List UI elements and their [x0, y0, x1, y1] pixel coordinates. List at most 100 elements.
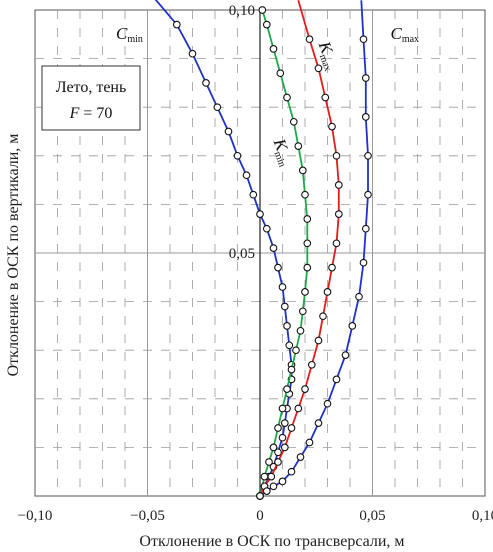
data-point-C_min	[262, 224, 271, 233]
curve-label-C_min: Cmin	[116, 24, 143, 45]
data-point-K_min	[303, 215, 312, 223]
curve-label-letter: C	[391, 24, 403, 43]
data-point-K_min	[301, 190, 309, 199]
data-point-K_max	[287, 424, 296, 432]
data-point-C_max	[305, 438, 314, 447]
data-point-C_max	[359, 258, 368, 267]
data-point-K_min	[278, 404, 287, 413]
data-point-K_max	[328, 263, 336, 272]
data-point-C_min	[278, 433, 287, 442]
data-point-K_max	[334, 210, 343, 218]
data-point-K_min	[298, 166, 307, 175]
data-point-K_min	[265, 458, 273, 466]
data-point-K_min	[303, 239, 312, 248]
data-point-C_min	[274, 448, 282, 457]
data-point-K_max	[314, 64, 323, 73]
data-point-C_max	[359, 35, 368, 44]
data-point-K_min	[260, 472, 269, 481]
curve-label-subscript: max	[402, 34, 419, 45]
curve-label-subscript: min	[272, 150, 288, 168]
x-tick-label: −0,05	[130, 508, 165, 524]
data-point-C_min	[256, 210, 264, 218]
data-point-C_max	[296, 453, 305, 461]
data-point-K_max	[323, 288, 332, 296]
data-point-C_min	[213, 103, 222, 112]
data-point-K_min	[276, 69, 285, 78]
ticks-layer: −0,10 −0,05 0 0,05 0,10 0,05 0,10	[18, 3, 493, 524]
data-point-K_max	[274, 458, 282, 466]
series-line-K_max	[259, 0, 340, 497]
data-point-K_max	[334, 181, 343, 189]
data-point-C_min	[280, 302, 289, 311]
data-point-C_max	[364, 151, 372, 160]
data-point-K_min	[303, 263, 312, 272]
x-tick-label: −0,10	[18, 508, 53, 524]
data-point-C_max	[287, 467, 296, 476]
data-point-C_max	[341, 351, 350, 359]
x-tick-label: 0,05	[359, 508, 385, 524]
data-point-C_max	[323, 399, 332, 408]
data-point-C_max	[256, 492, 264, 500]
data-point-C_min	[280, 419, 289, 427]
data-point-K_min	[296, 326, 305, 335]
y-tick-label: 0,05	[229, 246, 255, 262]
legend-line2-rest: = 70	[79, 105, 112, 122]
data-point-C_max	[269, 482, 278, 491]
data-point-K_min	[283, 93, 291, 102]
data-point-C_min	[188, 49, 197, 58]
data-point-K_min	[283, 385, 291, 393]
x-tick-label: 0,10	[472, 508, 493, 524]
data-point-C_max	[361, 224, 370, 233]
data-point-C_max	[314, 419, 323, 427]
data-point-K_min	[298, 307, 307, 316]
data-point-C_min	[172, 20, 181, 29]
data-point-K_max	[332, 239, 341, 248]
data-point-C_max	[332, 375, 341, 384]
data-point-K_min	[274, 424, 282, 432]
data-point-K_max	[328, 122, 336, 131]
legend-frame	[41, 65, 141, 131]
data-point-C_max	[361, 74, 370, 82]
x-axis-label: Отклонение в ОСК по трансверсали, м	[139, 533, 404, 550]
data-point-C_max	[361, 113, 370, 121]
series-layer	[154, 0, 372, 500]
data-point-K_min	[269, 443, 278, 452]
data-point-K_max	[319, 312, 327, 321]
data-point-C_min	[285, 341, 294, 350]
legend-box: Лето, тень F = 70	[41, 65, 141, 131]
data-point-C_min	[249, 190, 258, 199]
legend-line2: F = 70	[69, 105, 113, 122]
curve-label-subscript: min	[127, 34, 143, 45]
data-point-C_min	[269, 244, 278, 252]
data-point-K_min	[262, 20, 271, 29]
data-point-K_min	[294, 142, 303, 150]
y-axis-label: Отклонение в ОСК по вертикали, м	[5, 134, 22, 377]
data-point-K_max	[307, 360, 316, 369]
data-point-C_max	[348, 322, 357, 330]
data-point-C_min	[202, 79, 210, 87]
data-point-C_min	[242, 171, 251, 180]
data-point-K_max	[314, 336, 323, 345]
data-point-K_min	[289, 117, 298, 126]
data-point-C_min	[278, 283, 287, 291]
curve-label-letter: C	[116, 24, 128, 43]
data-point-C_min	[233, 151, 242, 160]
x-tick-label: 0	[256, 508, 264, 524]
data-point-K_min	[258, 6, 267, 14]
data-point-C_max	[262, 487, 271, 495]
data-point-C_max	[355, 292, 363, 301]
data-point-K_min	[269, 45, 278, 53]
data-point-K_min	[301, 288, 309, 296]
series-line-C_min	[154, 0, 293, 497]
legend-line2-var: F	[69, 105, 80, 122]
data-point-K_max	[280, 443, 289, 452]
y-tick-label: 0,10	[229, 3, 255, 19]
data-point-C_max	[278, 477, 287, 486]
data-point-C_min	[283, 322, 291, 330]
data-point-K_min	[287, 365, 296, 374]
data-point-K_min	[292, 346, 300, 355]
legend-line1: Лето, тень	[56, 79, 127, 96]
data-point-K_max	[267, 472, 276, 481]
data-point-C_min	[274, 263, 282, 272]
data-point-K_max	[321, 93, 330, 102]
